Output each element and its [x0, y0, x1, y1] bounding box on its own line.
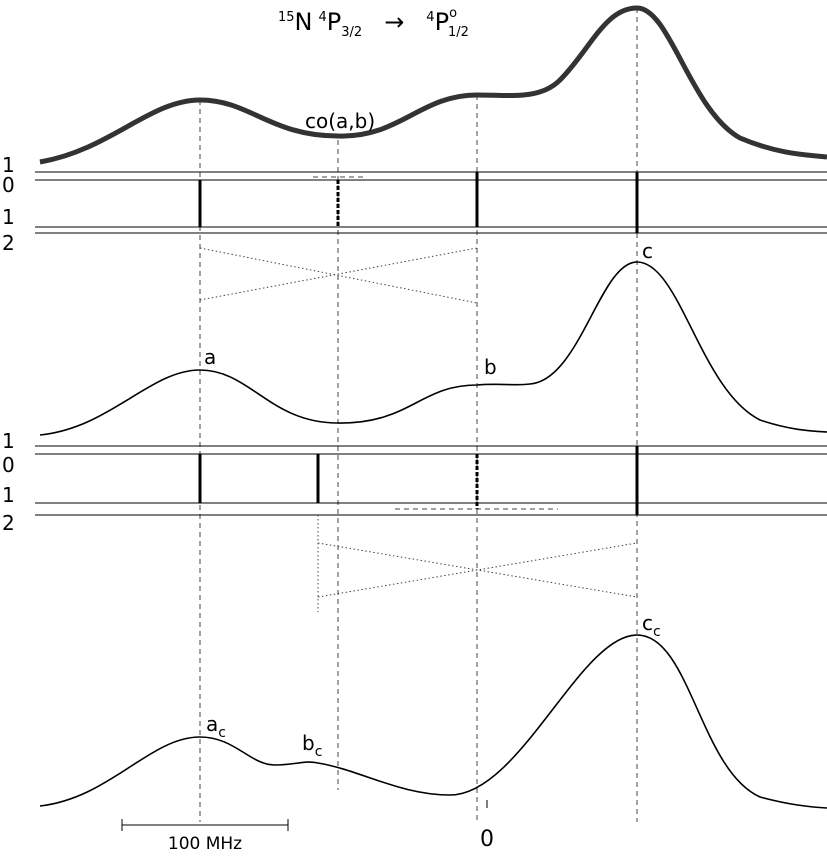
simulated-spectrum — [39, 261, 827, 436]
j: 3/2 — [341, 25, 362, 40]
scale-label: 100 MHz — [168, 834, 242, 854]
peak-label: bc — [302, 731, 322, 760]
zero-label: 0 — [480, 827, 494, 852]
peak-label: c — [642, 239, 653, 263]
peak-label: cc — [642, 611, 661, 640]
measured-spectrum — [39, 5, 827, 165]
title: 15N 4P3/2 → 4Po 1/2 — [278, 6, 469, 40]
level-label: 2 — [2, 231, 15, 255]
level-label: 0 — [2, 173, 15, 197]
mass: 15 — [278, 10, 295, 25]
sub: c — [653, 624, 661, 640]
level-label: 1 — [2, 483, 15, 507]
term: P — [435, 8, 449, 36]
main: b — [302, 731, 315, 755]
element: N — [295, 8, 313, 36]
level-label: 1 — [2, 429, 15, 453]
peak-label: b — [484, 355, 497, 379]
parity: o — [449, 6, 457, 21]
level-label: 2 — [2, 511, 15, 535]
mult: 4 — [426, 10, 434, 25]
peak-label: ac — [206, 712, 226, 741]
arrow: → — [384, 8, 404, 36]
main: c — [642, 611, 653, 635]
crossing — [199, 247, 478, 301]
crossing — [199, 247, 478, 304]
crossover-label: co(a,b) — [305, 109, 375, 133]
j: 1/2 — [448, 25, 469, 40]
peak-label: a — [204, 345, 216, 369]
sub: c — [315, 744, 323, 760]
level-label: 1 — [2, 205, 15, 229]
term: P — [327, 8, 341, 36]
crossover-spectrum — [39, 634, 827, 809]
sub: c — [218, 725, 226, 741]
mult: 4 — [319, 10, 327, 25]
main: a — [206, 712, 218, 736]
level-label: 0 — [2, 453, 15, 477]
level-label: 1 — [2, 153, 15, 177]
